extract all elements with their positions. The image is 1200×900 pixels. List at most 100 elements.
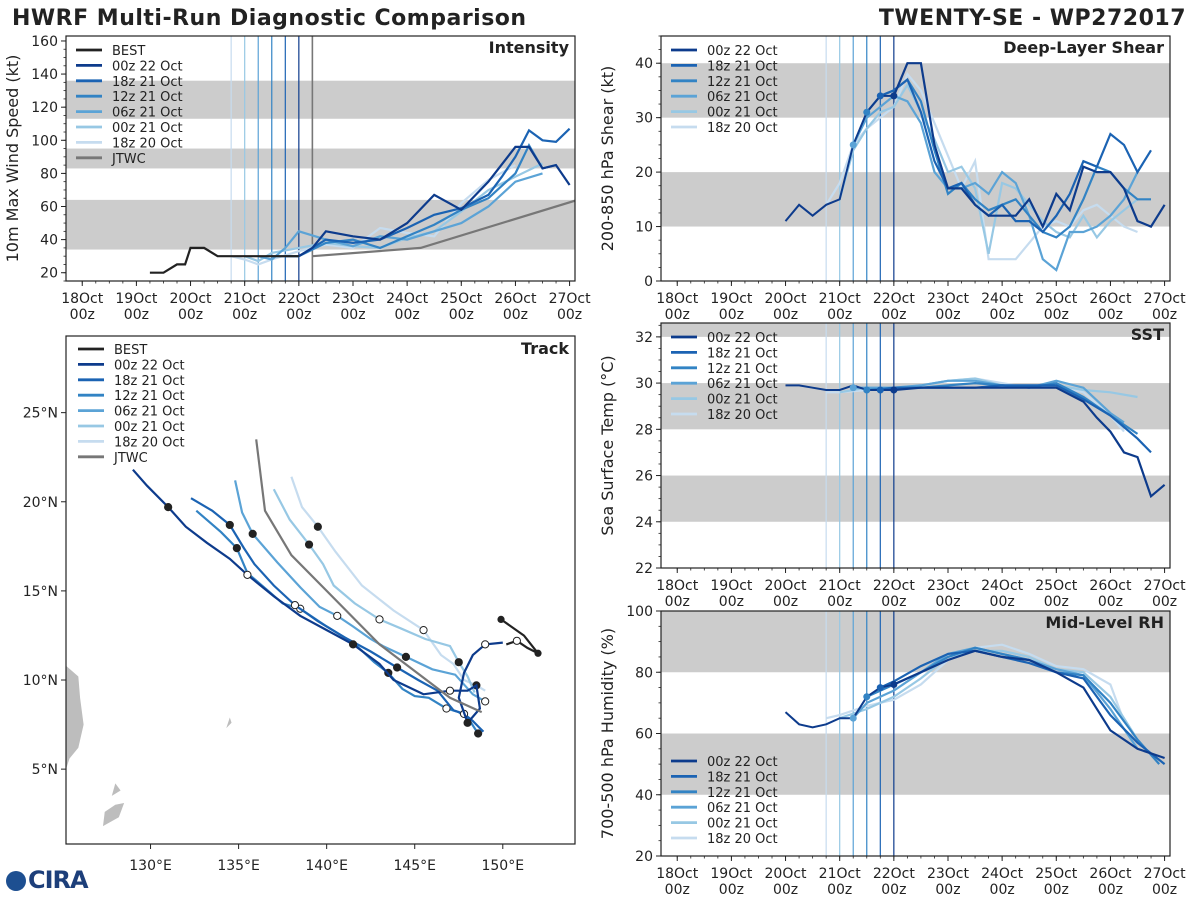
x-tick-label: 26Oct (1089, 291, 1132, 307)
legend-label: 18z 21 Oct (707, 346, 778, 361)
x-tick-hour: 00z (773, 882, 798, 898)
track-day-marker (333, 611, 342, 620)
x-tick-label: 135°E (217, 858, 260, 874)
track-panel: 130°E 135°E 140°E 145°E 150°E 5°N 10°N 15°N 20°N… (23, 335, 576, 874)
x-tick-hour: 00z (990, 307, 1015, 323)
track-best (500, 618, 539, 655)
track-day-marker (445, 686, 455, 695)
x-tick-hour: 00z (1098, 882, 1123, 898)
rh-panel: 2040608010018Oct00z19Oct00z20Oct00z21Oct… (598, 604, 1186, 898)
x-tick-hour: 00z (503, 307, 528, 323)
legend-label: 12z 21 Oct (112, 90, 183, 105)
y-tick-label: 5°N (32, 762, 58, 778)
x-tick-hour: 00z (827, 882, 852, 898)
x-tick-label: 27Oct (1144, 866, 1187, 882)
series-00z-22-oct (298, 145, 571, 258)
island (102, 803, 125, 827)
legend-label: 18z 20 Oct (114, 435, 185, 450)
x-tick-label: 23Oct (927, 578, 970, 594)
track-day-marker (401, 652, 411, 661)
x-tick-label: 21Oct (819, 291, 862, 307)
track-day-marker (225, 520, 234, 530)
y-tick-label: 22 (635, 561, 653, 577)
track-day-marker (313, 522, 322, 531)
series-06z-21-oct (257, 172, 543, 261)
legend-label: 00z 22 Oct (112, 59, 183, 74)
x-tick-label: 27Oct (1144, 291, 1187, 307)
x-tick-hour: 00z (665, 882, 690, 898)
legend-label: 12z 21 Oct (114, 389, 185, 404)
x-tick-label: 25Oct (1035, 866, 1078, 882)
x-tick-hour: 00z (1152, 307, 1177, 323)
x-tick-label: 19Oct (710, 866, 753, 882)
legend-label: 00z 21 Oct (707, 393, 778, 408)
legend-label: 12z 21 Oct (707, 786, 778, 801)
x-tick-hour: 00z (395, 307, 420, 323)
x-tick-hour: 00z (827, 594, 852, 610)
y-tick-label: 100 (31, 133, 58, 149)
x-tick-label: 26Oct (1089, 578, 1132, 594)
x-tick-hour: 00z (719, 594, 744, 610)
x-tick-hour: 00z (719, 307, 744, 323)
x-tick-hour: 00z (340, 307, 365, 323)
series-00z-22-oct (892, 62, 1166, 230)
track-day-marker (290, 601, 300, 610)
x-tick-label: 18Oct (656, 291, 699, 307)
x-tick-label: 18Oct (656, 866, 699, 882)
x-tick-label: 20Oct (765, 291, 808, 307)
track-day-marker (304, 540, 314, 549)
plot-frame (660, 322, 1171, 569)
panel-title: Intensity (489, 38, 570, 57)
y-tick-label: 28 (635, 422, 653, 438)
series-analysis (784, 683, 895, 729)
x-tick-label: 27Oct (549, 291, 592, 307)
y-tick-label: 24 (635, 515, 653, 531)
plot-frame (65, 35, 576, 282)
series-18z-21-oct (879, 649, 1166, 765)
x-tick-label: 22Oct (873, 291, 916, 307)
init-marker (849, 714, 857, 722)
track-18z-20-oct (290, 476, 486, 692)
y-tick-label: 25°N (23, 406, 58, 422)
legend-label: BEST (114, 343, 147, 358)
x-tick-label: 23Oct (332, 291, 375, 307)
x-tick-hour: 00z (773, 594, 798, 610)
shaded-band (661, 323, 1170, 337)
y-axis-label: Sea Surface Temp (°C) (598, 355, 617, 535)
legend-label: 06z 21 Oct (707, 801, 778, 816)
panel-title: Mid-Level RH (1045, 613, 1164, 632)
x-tick-label: 20Oct (170, 291, 213, 307)
x-tick-hour: 00z (935, 307, 960, 323)
init-marker (863, 693, 871, 701)
track-day-marker (463, 718, 472, 727)
legend-label: 18z 21 Oct (112, 75, 183, 90)
legend-label: 00z 21 Oct (707, 106, 778, 121)
y-tick-label: 40 (635, 56, 653, 72)
legend-label: 18z 21 Oct (114, 374, 185, 389)
legend-label: 00z 21 Oct (112, 121, 183, 136)
track-best-marker (512, 636, 521, 645)
x-tick-hour: 00z (935, 882, 960, 898)
x-tick-label: 22Oct (873, 578, 916, 594)
series-analysis (784, 94, 894, 222)
x-tick-label: 145°E (393, 858, 436, 874)
x-tick-label: 24Oct (386, 291, 429, 307)
track-day-marker (375, 615, 384, 624)
track-day-marker (243, 570, 252, 579)
x-tick-label: 18Oct (656, 578, 699, 594)
track-best-marker (497, 615, 505, 624)
intensity-panel: 2040608010012014016018Oct00z19Oct00z20Oc… (3, 34, 591, 323)
x-tick-hour: 00z (719, 882, 744, 898)
x-tick-hour: 00z (881, 882, 906, 898)
panel-title: Track (521, 339, 569, 358)
legend-label: 06z 21 Oct (112, 106, 183, 121)
legend-label: 12z 21 Oct (707, 362, 778, 377)
shaded-band (66, 80, 575, 119)
sst-panel: 22242628303218Oct00z19Oct00z20Oct00z21Oc… (598, 322, 1186, 610)
x-tick-hour: 00z (1098, 594, 1123, 610)
shaded-band (661, 63, 1170, 118)
legend-label: 00z 22 Oct (114, 358, 185, 373)
x-tick-hour: 00z (881, 307, 906, 323)
cira-logo: CIRA (6, 866, 89, 894)
